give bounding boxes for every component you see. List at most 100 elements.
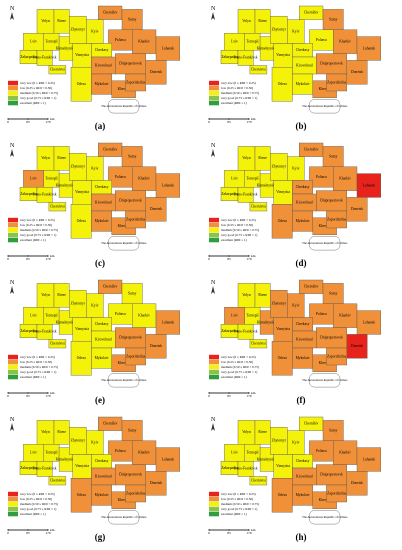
crimea xyxy=(108,99,140,114)
region-label: Luhansk xyxy=(162,46,175,50)
legend-swatch xyxy=(8,95,18,101)
legend-swatch xyxy=(8,491,18,497)
region-label: Ivano-Frankivsk xyxy=(234,467,258,471)
legend-swatch xyxy=(209,85,219,91)
legend-label: medium (0.50 ≤ RDI < 0.75) xyxy=(20,365,58,369)
north-arrow: N xyxy=(211,143,216,149)
north-arrow: N xyxy=(10,6,15,12)
crimea-label: The Autonomous Republic of Crimea xyxy=(302,241,348,245)
region-label: Sumy xyxy=(128,291,137,295)
legend-label: very low (0 ≤ RDI < 0.25) xyxy=(20,492,55,496)
region-label: Volyn xyxy=(41,430,50,434)
legend-swatch xyxy=(8,222,18,228)
region-label: Volyn xyxy=(242,19,251,23)
region-label: Volyn xyxy=(242,430,251,434)
panel-label: (f) xyxy=(297,395,306,405)
region-label: Zaporizhzhia xyxy=(327,80,346,84)
scale-tick-label: 85 xyxy=(227,257,231,261)
region-label: Poltava xyxy=(115,312,126,316)
legend-label: excellent (RDI = 1) xyxy=(20,512,46,516)
legend-label: excellent (RDI = 1) xyxy=(20,375,46,379)
map-panel: Volyn Rivne Lviv ZakarpattiaIvano-Frankivsk… xyxy=(208,5,381,124)
legend-label: medium (0.50 ≤ RDI < 0.75) xyxy=(221,228,259,232)
legend-swatch xyxy=(209,506,219,512)
region-label: Zhytomyr xyxy=(71,439,86,443)
legend-swatch xyxy=(8,506,18,512)
region-label: Ivano-Frankivsk xyxy=(33,467,57,471)
map-panel: Volyn Rivne Lviv ZakarpattiaIvano-Frankivsk… xyxy=(208,142,381,261)
legend-label: very low (0 ≤ RDI < 0.25) xyxy=(221,355,256,359)
region-label: Donetsk xyxy=(351,207,363,211)
scale-tick-label: 170 xyxy=(246,531,252,535)
legend-label: excellent (RDI = 1) xyxy=(20,101,46,105)
legend-label: very low (0 ≤ RDI < 0.25) xyxy=(20,218,55,222)
region xyxy=(356,36,381,61)
legend-swatch xyxy=(209,80,219,86)
region xyxy=(125,484,147,503)
region-label: Mykolaiv xyxy=(296,219,310,223)
region-label: Mykolaiv xyxy=(95,356,109,360)
region-label: Vinnytsia xyxy=(276,190,290,194)
region-label: Odesa xyxy=(278,219,287,223)
region-label: Chernihiv xyxy=(103,11,118,15)
legend-label: very good (0.75 ≤ RDI < 1) xyxy=(221,233,257,237)
legend-swatch xyxy=(8,85,18,91)
legend-swatch xyxy=(209,100,219,106)
region-label: Khmelnytskyi xyxy=(56,46,76,50)
region-label: Kharkiv xyxy=(339,451,351,455)
region-label: Vinnytsia xyxy=(276,327,290,331)
region-label: Vinnytsia xyxy=(75,464,89,468)
region-label: Mykolaiv xyxy=(95,493,109,497)
legend-label: very good (0.75 ≤ RDI < 1) xyxy=(221,96,257,100)
scale-tick-label: 0 xyxy=(7,531,9,535)
north-arrow: N xyxy=(211,280,216,286)
region-label: Cherkasy xyxy=(296,48,310,52)
scale-tick-label: 0 xyxy=(208,394,210,398)
region-label: Odesa xyxy=(77,356,86,360)
panel-label: (e) xyxy=(95,395,105,405)
region-label: Kirovohrad xyxy=(95,200,112,204)
scale-tick-label: 0 xyxy=(7,394,9,398)
legend-swatch xyxy=(8,80,18,86)
region-label: Ternopil xyxy=(246,451,258,455)
region-label: Chernivtsi xyxy=(251,68,266,72)
legend-swatch xyxy=(8,359,18,365)
region-label: Khmelnytskyi xyxy=(56,457,76,461)
legend-swatch xyxy=(8,217,18,223)
region-label: Odesa xyxy=(278,356,287,360)
region-label: Chernivtsi xyxy=(251,205,266,209)
region-label: Donetsk xyxy=(150,481,162,485)
scale-tick-label: 85 xyxy=(227,120,231,124)
scale-tick-label: 85 xyxy=(227,531,231,535)
region-label: Kharkiv xyxy=(339,40,351,44)
region xyxy=(155,310,180,335)
region-label: Kherson xyxy=(118,87,130,91)
region-label: Dnipropetrovsk xyxy=(320,199,343,203)
map-panel: Volyn Rivne Lviv ZakarpattiaIvano-Frankivsk… xyxy=(208,416,381,535)
region-label: Khmelnytskyi xyxy=(257,46,277,50)
region-label: Kharkiv xyxy=(138,314,150,318)
legend-swatch xyxy=(209,95,219,101)
north-arrow: N xyxy=(211,417,216,423)
region xyxy=(249,202,268,212)
region-label: Donetsk xyxy=(351,70,363,74)
scale-unit: km xyxy=(251,254,256,258)
region-label: Dnipropetrovsk xyxy=(320,336,343,340)
north-arrow: N xyxy=(10,280,15,286)
region xyxy=(326,210,348,229)
region-label: Zhytomyr xyxy=(71,28,86,32)
region-label: Kyiv xyxy=(292,303,299,307)
region-label: Poltava xyxy=(115,175,126,179)
legend-label: low (0.25 ≤ RDI < 0.50) xyxy=(20,497,52,501)
region-label: Poltava xyxy=(316,312,327,316)
legend-swatch xyxy=(8,232,18,238)
region-label: Khmelnytskyi xyxy=(56,183,76,187)
legend-label: very low (0 ≤ RDI < 0.25) xyxy=(20,355,55,359)
crimea xyxy=(309,510,341,525)
legend-swatch xyxy=(209,227,219,233)
region-label: Lviv xyxy=(231,177,238,181)
legend-label: medium (0.50 ≤ RDI < 0.75) xyxy=(221,91,259,95)
region-label: Chernivtsi xyxy=(50,68,65,72)
panel-label: (h) xyxy=(296,532,307,542)
legend-label: excellent (RDI = 1) xyxy=(221,512,247,516)
